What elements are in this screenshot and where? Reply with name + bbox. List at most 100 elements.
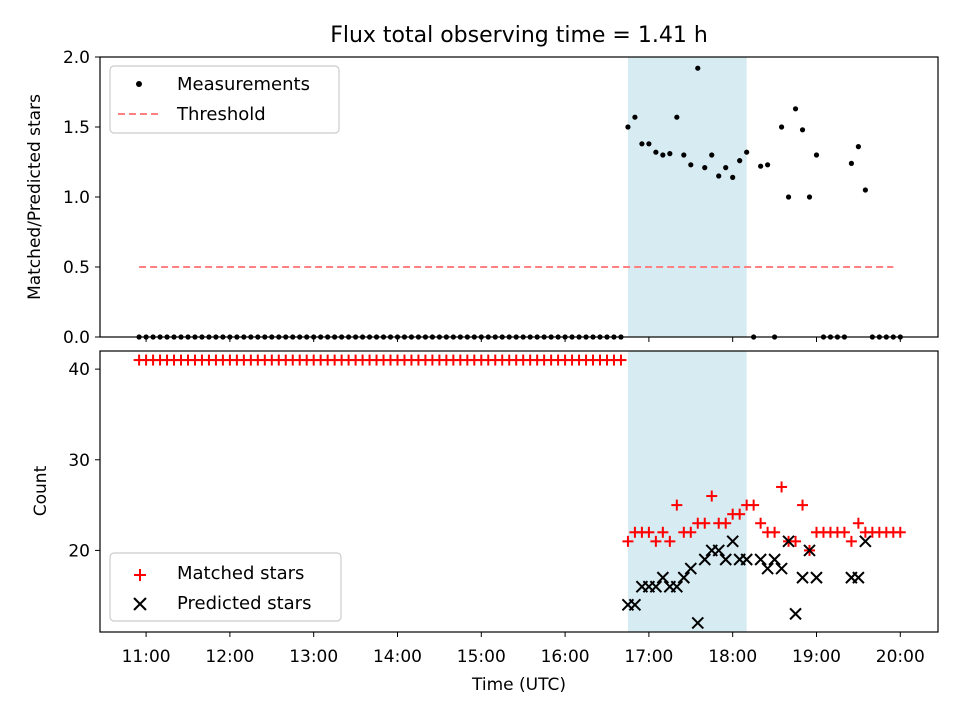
legend-matched-marker bbox=[134, 569, 146, 581]
matched-star-point bbox=[671, 499, 683, 511]
bottom-y-tick-label: 20 bbox=[68, 541, 90, 561]
measurement-point bbox=[695, 65, 701, 71]
legend-predicted-marker bbox=[133, 597, 147, 611]
bottom-panel: 20 30 40 11:00 12:00 13:00 14:00 15:00 16:00 17:0… bbox=[31, 350, 939, 695]
x-axis-label: Time (UTC) bbox=[471, 675, 566, 695]
predicted-star-point bbox=[796, 571, 809, 584]
measurement-point bbox=[848, 160, 855, 166]
x-tick-label: 12:00 bbox=[205, 647, 254, 667]
predicted-star-point bbox=[775, 562, 788, 575]
top-panel-shade bbox=[627, 57, 747, 337]
matched-star-point bbox=[622, 535, 634, 547]
matched-star-point bbox=[643, 526, 655, 538]
top-y-tick-label: 2.0 bbox=[63, 48, 90, 68]
predicted-star-point bbox=[698, 553, 711, 566]
predicted-star-point bbox=[789, 607, 802, 621]
x-tick-label: 13:00 bbox=[289, 647, 338, 667]
predicted-star-point bbox=[649, 580, 663, 593]
matched-star-point bbox=[755, 517, 767, 529]
predicted-star-point bbox=[810, 571, 823, 584]
predicted-star-point bbox=[691, 616, 704, 630]
matched-star-point bbox=[852, 517, 864, 529]
x-tick-label: 15:00 bbox=[457, 647, 506, 667]
predicted-star-point bbox=[768, 553, 781, 566]
measurement-point bbox=[765, 162, 771, 168]
measurement-point bbox=[744, 149, 750, 155]
legend-measurements-label: Measurements bbox=[177, 74, 310, 95]
measurement-point bbox=[702, 165, 708, 171]
measurement-point bbox=[758, 163, 764, 169]
x-tick-label: 17:00 bbox=[624, 647, 673, 667]
predicted-star-point bbox=[852, 571, 865, 584]
top-panel: 0.00.51.01.52.0 Matched/Predicted stars … bbox=[25, 48, 939, 348]
measurement-point bbox=[625, 124, 631, 130]
predicted-star-point bbox=[656, 571, 670, 584]
matched-star-point bbox=[657, 526, 669, 538]
matched-star-point bbox=[845, 535, 857, 547]
x-tick-label: 18:00 bbox=[708, 647, 757, 667]
top-y-tick-label: 0.0 bbox=[63, 328, 90, 348]
measurement-point bbox=[862, 187, 868, 193]
measurement-point bbox=[813, 152, 820, 158]
matched-star-point bbox=[790, 535, 802, 547]
bottom-y-tick-label: 40 bbox=[68, 360, 90, 380]
matched-star-point bbox=[720, 517, 732, 529]
matched-star-point bbox=[685, 526, 697, 538]
x-tick-label: 19:00 bbox=[792, 647, 841, 667]
matched-star-point bbox=[748, 499, 760, 511]
predicted-star-point bbox=[726, 535, 739, 548]
predicted-star-point bbox=[712, 544, 725, 557]
predicted-star-point bbox=[803, 544, 816, 557]
x-tick-label: 16:00 bbox=[541, 647, 590, 667]
measurement-point bbox=[667, 151, 673, 157]
measurement-point bbox=[688, 162, 694, 168]
measurement-point bbox=[806, 194, 813, 200]
bottom-y-axis-label: Count bbox=[31, 465, 51, 516]
legend-measurements-marker bbox=[136, 81, 142, 87]
top-y-tick-label: 1.0 bbox=[63, 188, 90, 208]
measurement-point bbox=[792, 106, 799, 112]
top-y-tick-label: 0.5 bbox=[63, 258, 90, 278]
measurement-point bbox=[737, 158, 743, 164]
predicted-star-point bbox=[761, 562, 774, 575]
matched-star-point bbox=[664, 535, 676, 547]
measurement-point bbox=[730, 174, 736, 180]
x-tick-label: 14:00 bbox=[373, 647, 422, 667]
x-tick-label: 20:00 bbox=[876, 647, 925, 667]
legend-matched-label: Matched stars bbox=[177, 563, 304, 584]
legend-predicted-label: Predicted stars bbox=[177, 593, 311, 614]
bottom-legend-box bbox=[109, 552, 342, 622]
top-legend-box bbox=[109, 65, 340, 134]
matched-star-point bbox=[734, 508, 746, 520]
predicted-star-point bbox=[782, 535, 795, 548]
matched-star-point bbox=[615, 354, 627, 366]
predicted-star-point bbox=[677, 571, 691, 584]
matched-star-point bbox=[650, 535, 662, 547]
predicted-star-point bbox=[684, 562, 697, 575]
measurement-point bbox=[855, 144, 861, 150]
legend-threshold-label: Threshold bbox=[176, 104, 266, 125]
bottom-plot-frame bbox=[99, 350, 939, 633]
bottom-y-tick-label: 30 bbox=[68, 451, 90, 471]
matched-star-point bbox=[797, 499, 809, 511]
measurement-point bbox=[723, 165, 729, 171]
predicted-star-point bbox=[859, 535, 872, 548]
measurement-point bbox=[785, 194, 792, 200]
matched-star-point bbox=[769, 526, 781, 538]
measurement-point bbox=[653, 149, 659, 155]
measurement-point bbox=[632, 114, 638, 120]
measurement-point bbox=[639, 141, 645, 147]
bottom-legend: Matched stars Predicted stars bbox=[109, 552, 342, 622]
predicted-star-point bbox=[754, 553, 767, 566]
measurement-point bbox=[681, 152, 687, 158]
predicted-star-point bbox=[719, 553, 732, 566]
top-y-axis-label: Matched/Predicted stars bbox=[25, 94, 45, 300]
matched-star-point bbox=[706, 490, 718, 502]
chart-title: Flux total observing time = 1.41 h bbox=[330, 23, 708, 48]
x-tick-label: 11:00 bbox=[122, 647, 171, 667]
top-plot-frame bbox=[99, 56, 939, 338]
predicted-star-point bbox=[628, 598, 642, 612]
measurement-point bbox=[674, 114, 680, 120]
matched-star-point bbox=[699, 517, 711, 529]
